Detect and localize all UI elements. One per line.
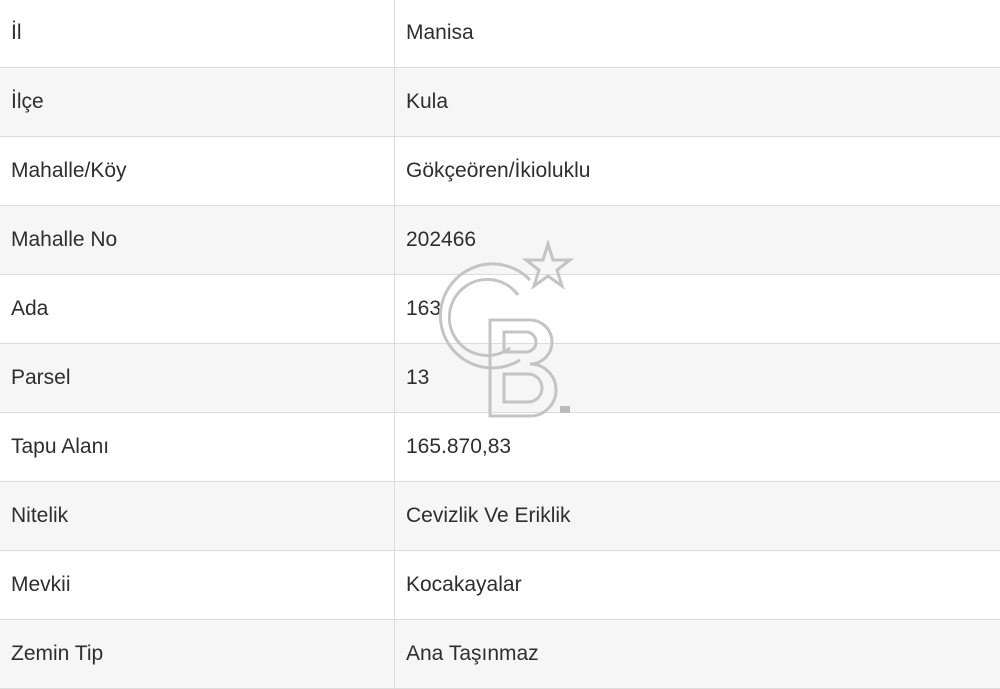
row-label: Zemin Tip [0, 620, 395, 689]
row-value: Cevizlik Ve Eriklik [395, 482, 1000, 551]
row-value: 13 [395, 344, 1000, 413]
row-label: Mahalle No [0, 206, 395, 275]
row-label: İlçe [0, 68, 395, 137]
row-value: Ana Taşınmaz [395, 620, 1000, 689]
row-label: Parsel [0, 344, 395, 413]
row-label: Nitelik [0, 482, 395, 551]
row-value: Kula [395, 68, 1000, 137]
row-label: Mahalle/Köy [0, 137, 395, 206]
row-value: 165.870,83 [395, 413, 1000, 482]
row-label: Ada [0, 275, 395, 344]
row-label: İl [0, 0, 395, 68]
row-value: 202466 [395, 206, 1000, 275]
row-value: Kocakayalar [395, 551, 1000, 620]
row-label: Tapu Alanı [0, 413, 395, 482]
row-label: Mevkii [0, 551, 395, 620]
row-value: Gökçeören/İkioluklu [395, 137, 1000, 206]
row-value: 163 [395, 275, 1000, 344]
row-value: Manisa [395, 0, 1000, 68]
